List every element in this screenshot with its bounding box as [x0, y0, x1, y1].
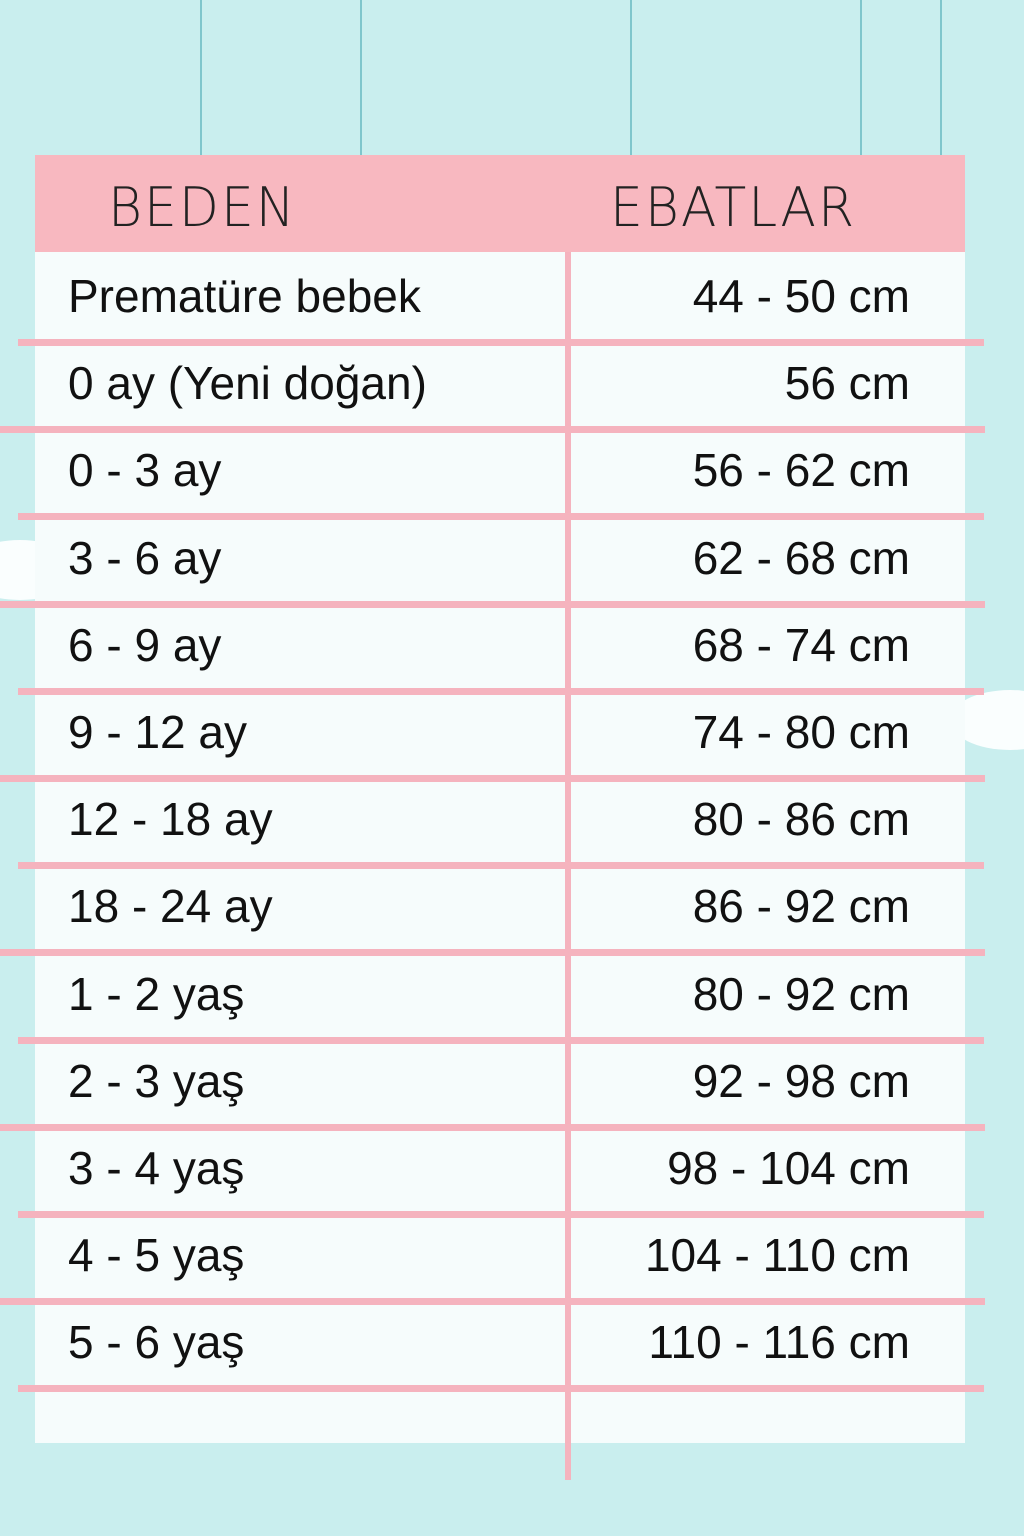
dimension-cell: 56 cm	[784, 357, 910, 410]
dimension-cell: 86 - 92 cm	[692, 880, 910, 933]
dimension-cell: 104 - 110 cm	[644, 1229, 910, 1282]
hanging-string	[940, 0, 942, 160]
table-row: 0 ay (Yeni doğan) 56 cm	[35, 342, 965, 429]
dimension-cell: 74 - 80 cm	[692, 706, 910, 758]
row-divider	[0, 426, 985, 434]
table-row: Prematüre bebek 44 - 50 cm	[35, 255, 965, 342]
header-beden: BEDEN	[108, 176, 297, 240]
size-cell: 2 - 3 yaş	[68, 1054, 245, 1107]
hanging-string	[360, 0, 362, 160]
table-row: 2 - 3 yaş 92 - 98 cm	[35, 1040, 965, 1127]
hanging-string	[630, 0, 632, 160]
table-row: 3 - 6 ay 62 - 68 cm	[35, 517, 965, 604]
table-row: 3 - 4 yaş 98 - 104 cm	[35, 1127, 965, 1214]
table-row: 12 - 18 ay 80 - 86 cm	[35, 778, 965, 865]
size-cell: 6 - 9 ay	[68, 618, 222, 671]
row-divider	[18, 513, 984, 521]
dimension-cell: 62 - 68 cm	[692, 531, 910, 584]
row-divider	[0, 600, 985, 608]
header-ebatlar: EBATLAR	[610, 176, 857, 240]
row-divider	[0, 1298, 985, 1306]
table-row: 6 - 9 ay 68 - 74 cm	[35, 604, 965, 691]
dimension-cell: 92 - 98 cm	[692, 1054, 910, 1107]
size-cell: 1 - 2 yaş	[68, 967, 245, 1020]
table-row: 1 - 2 yaş 80 - 92 cm	[35, 953, 965, 1040]
table-row: 4 - 5 yaş 104 - 110 cm	[35, 1214, 965, 1301]
table-row: 5 - 6 yaş 110 - 116 cm	[35, 1301, 965, 1388]
row-divider	[18, 687, 984, 695]
hanging-string	[200, 0, 202, 160]
table-row: 9 - 12 ay 74 - 80 cm	[35, 691, 965, 778]
dimension-cell: 56 - 62 cm	[692, 444, 910, 497]
dimension-cell: 80 - 92 cm	[692, 967, 910, 1020]
size-cell: 5 - 6 yaş	[68, 1316, 245, 1369]
table-row: 0 - 3 ay 56 - 62 cm	[35, 429, 965, 516]
table-row: 18 - 24 ay 86 - 92 cm	[35, 865, 965, 952]
size-cell: Prematüre bebek	[68, 270, 421, 322]
size-cell: 4 - 5 yaş	[68, 1229, 245, 1282]
size-cell: 3 - 6 ay	[68, 531, 222, 584]
table-header	[35, 155, 965, 252]
size-cell: 12 - 18 ay	[68, 793, 273, 846]
row-divider	[0, 775, 985, 782]
dimension-cell: 80 - 86 cm	[692, 793, 910, 846]
column-divider	[565, 252, 571, 1480]
size-cell: 18 - 24 ay	[68, 880, 273, 933]
row-divider	[18, 862, 984, 870]
size-cell: 3 - 4 yaş	[68, 1142, 245, 1194]
row-divider	[18, 1036, 984, 1044]
row-divider	[18, 1211, 984, 1218]
hanging-string	[860, 0, 862, 160]
dimension-cell: 68 - 74 cm	[692, 618, 910, 671]
row-divider	[18, 1385, 984, 1393]
table-panel	[35, 155, 965, 1443]
row-divider	[0, 1123, 985, 1131]
dimension-cell: 98 - 104 cm	[667, 1142, 910, 1194]
size-cell: 9 - 12 ay	[68, 706, 247, 758]
row-divider	[18, 339, 984, 346]
dimension-cell: 110 - 116 cm	[648, 1316, 910, 1369]
row-divider	[0, 949, 985, 957]
size-cell: 0 - 3 ay	[68, 444, 222, 497]
dimension-cell: 44 - 50 cm	[692, 270, 910, 322]
size-cell: 0 ay (Yeni doğan)	[68, 357, 427, 410]
